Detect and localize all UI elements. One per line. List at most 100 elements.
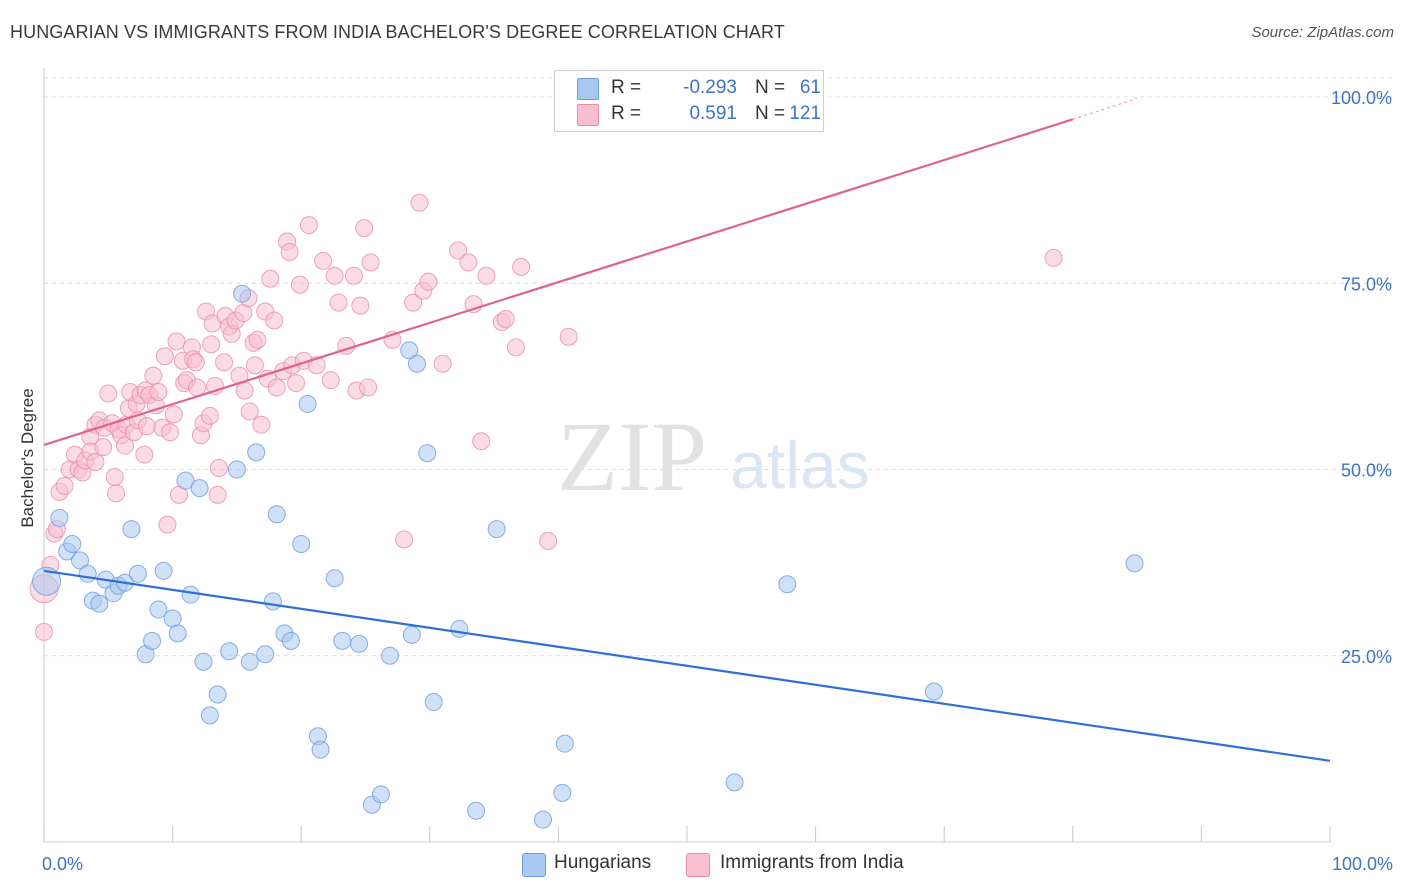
point-india [94, 438, 113, 457]
point-india [116, 436, 135, 455]
point-hungarians [333, 631, 352, 650]
point-hungarians [208, 685, 227, 704]
point-india [86, 453, 105, 472]
point-hungarians [402, 625, 421, 644]
point-india [161, 423, 180, 442]
legend-swatch-india [686, 853, 710, 877]
point-hungarians [281, 631, 300, 650]
point-india [410, 193, 429, 212]
point-india [404, 293, 423, 312]
point-india [419, 272, 438, 291]
point-hungarians [555, 734, 574, 753]
chart-source: Source: ZipAtlas.com [1251, 24, 1394, 41]
point-india [459, 253, 478, 272]
point-hungarians [168, 624, 187, 643]
point-hungarians [63, 535, 82, 553]
point-hungarians [1125, 554, 1144, 573]
point-hungarians [194, 652, 213, 671]
point-india [107, 484, 126, 503]
point-india [344, 266, 363, 285]
point-india [235, 381, 254, 400]
legend-n-label: N = [755, 77, 786, 98]
point-hungarians [149, 600, 168, 619]
point-hungarians [267, 505, 286, 524]
point-india [314, 251, 333, 270]
y-tick-label: 100.0% [1331, 88, 1392, 108]
point-india [472, 432, 491, 451]
legend-n-value: 61 [799, 77, 821, 98]
point-india [248, 330, 267, 349]
legend-n-label: N = [755, 103, 786, 124]
point-india [359, 378, 378, 397]
point-india [245, 356, 264, 375]
point-india [351, 296, 370, 315]
point-india [35, 622, 53, 641]
legend-r-label: R = [611, 103, 642, 124]
point-hungarians [350, 634, 369, 653]
axes [43, 68, 1331, 843]
point-hungarians [418, 444, 437, 463]
point-india [1044, 248, 1063, 267]
point-india [208, 485, 227, 504]
legend-swatch-hungarians [522, 853, 546, 877]
point-india [299, 216, 318, 235]
x-tick-label: 100.0% [1332, 854, 1393, 874]
point-hungarians [924, 682, 943, 701]
point-hungarians [380, 646, 399, 665]
point-hungarians [233, 284, 252, 303]
point-hungarians [227, 460, 246, 479]
point-india [164, 405, 183, 424]
point-hungarians [298, 394, 317, 413]
point-india [144, 366, 163, 385]
point-india [559, 327, 578, 346]
point-hungarians [71, 551, 90, 570]
y-tick-label: 25.0% [1341, 647, 1392, 667]
point-india [265, 311, 284, 330]
point-hungarians [263, 592, 282, 611]
point-india [105, 467, 124, 486]
trend-line-india [43, 118, 1074, 446]
point-india [449, 241, 468, 260]
point-india [267, 378, 286, 397]
point-hungarians [50, 508, 69, 527]
point-hungarians [200, 706, 219, 725]
point-hungarians [256, 645, 275, 664]
point-hungarians [220, 642, 239, 661]
point-india [215, 353, 234, 372]
point-hungarians [400, 341, 419, 360]
point-hungarians [467, 801, 486, 820]
point-hungarians [533, 810, 552, 829]
y-tick-label: 50.0% [1341, 461, 1392, 481]
point-hungarians [325, 569, 344, 588]
point-hungarians [122, 520, 141, 539]
point-india [433, 354, 452, 373]
legend-n-value: 121 [789, 103, 821, 124]
point-india [202, 335, 221, 354]
point-india [321, 371, 340, 390]
chart-title: HUNGARIAN VS IMMIGRANTS FROM INDIA BACHE… [10, 22, 785, 42]
trend-line-hungarians [43, 569, 1331, 762]
point-india [395, 530, 414, 549]
watermark-atlas: atlas [730, 428, 869, 502]
point-india [355, 219, 374, 238]
point-india [55, 476, 74, 495]
legend-r-value: -0.293 [683, 77, 737, 98]
watermark-zip: ZIP [557, 401, 707, 512]
point-hungarians [78, 564, 97, 583]
trend-line-india-extension [1072, 97, 1138, 120]
legend-swatch-pink [577, 104, 599, 126]
point-india [200, 406, 219, 425]
point-hungarians [450, 619, 469, 638]
tick-labels: 100.0% 75.0% 50.0% 25.0% 0.0% 100.0% [42, 88, 1393, 874]
point-hungarians [154, 561, 173, 580]
point-india [137, 417, 156, 436]
trend-lines [43, 97, 1331, 762]
point-hungarians [176, 471, 195, 490]
y-tick-label: 75.0% [1341, 274, 1392, 294]
point-hungarians [424, 692, 443, 711]
point-india [155, 347, 174, 366]
point-hungarians [128, 564, 147, 583]
point-india [99, 384, 118, 403]
point-india [325, 266, 344, 285]
point-hungarians [407, 354, 426, 373]
